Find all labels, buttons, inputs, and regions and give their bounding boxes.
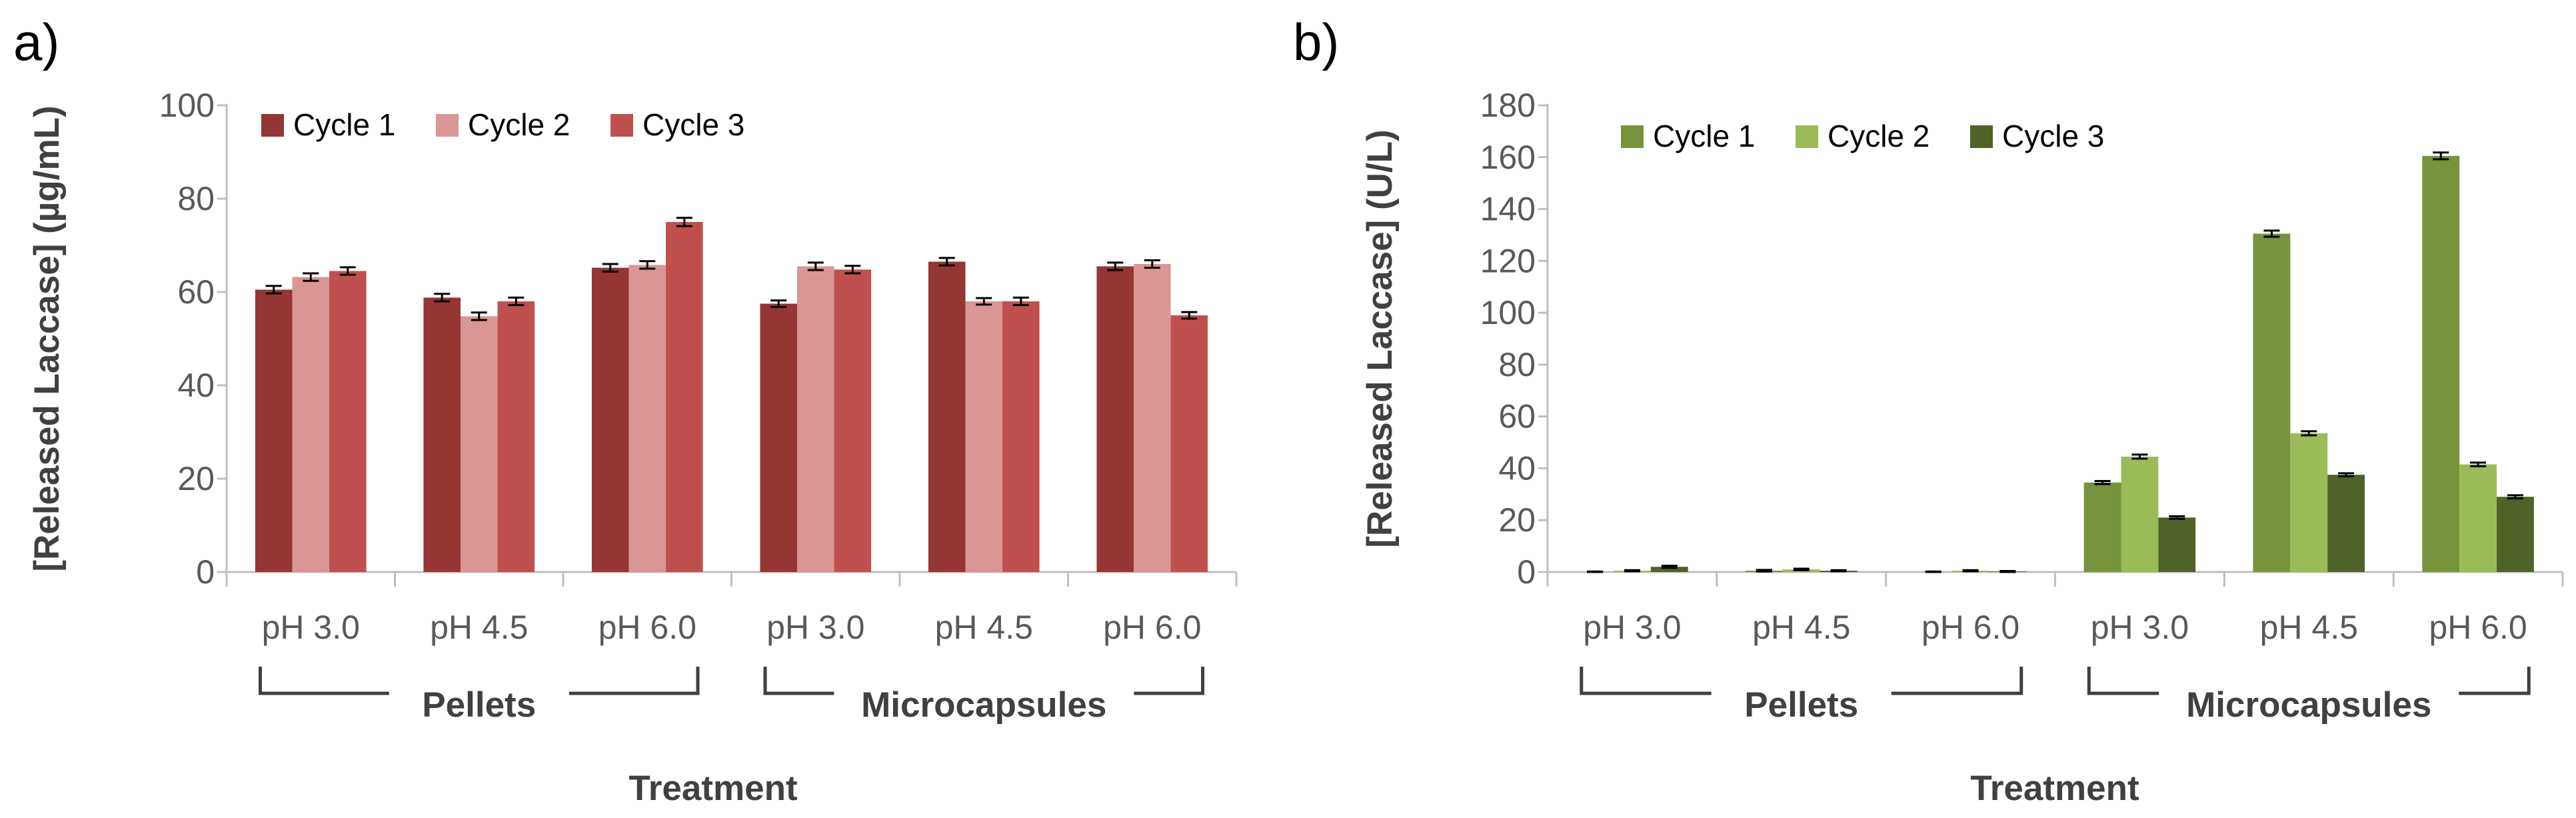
group-bracket-left <box>259 667 389 695</box>
panel-a: a) 0 20 40 60 80 100 pH 3.0 pH 4.5 pH 6.0 pH 3.0 pH… <box>13 13 1238 808</box>
legend: Cycle 1 Cycle 2 Cycle 3 <box>261 107 744 142</box>
bar <box>1002 301 1040 572</box>
group-label: Pellets <box>1744 685 1858 725</box>
legend-label: Cycle 3 <box>643 107 744 142</box>
panel-label: a) <box>13 13 59 71</box>
y-tick-label: 0 <box>1517 553 1536 591</box>
y-tick-label: 20 <box>177 460 215 497</box>
y-tick-label: 80 <box>177 180 215 217</box>
legend-label: Cycle 1 <box>1653 119 1755 153</box>
group-bracket-right <box>2459 667 2531 695</box>
bar <box>666 222 703 572</box>
legend-label: Cycle 1 <box>293 107 395 142</box>
bar <box>1170 315 1208 572</box>
x-tick-label: pH 6.0 <box>1103 609 1201 646</box>
x-tick-label: pH 4.5 <box>935 609 1033 646</box>
group-bracket-left <box>1580 667 1712 695</box>
y-tick-label: 140 <box>1480 191 1536 228</box>
legend-swatch <box>611 114 633 137</box>
legend-swatch <box>436 114 459 137</box>
bar <box>2497 497 2534 572</box>
x-tick-label: pH 4.5 <box>430 609 528 646</box>
legend-label: Cycle 3 <box>2002 119 2104 153</box>
x-tick-label: pH 6.0 <box>599 609 696 646</box>
legend-swatch <box>1970 125 1993 148</box>
y-tick-label: 100 <box>159 87 215 124</box>
x-tick-label: pH 6.0 <box>1922 609 2019 646</box>
panel-label: b) <box>1293 13 1339 71</box>
bar <box>292 277 330 572</box>
bar <box>329 271 367 572</box>
x-tick-label: pH 3.0 <box>1583 609 1681 646</box>
y-tick-label: 60 <box>1498 398 1536 435</box>
y-tick-label: 120 <box>1480 242 1536 279</box>
bar <box>423 297 461 572</box>
y-tick-label: 20 <box>1498 501 1536 539</box>
bar <box>965 301 1003 572</box>
panel-b: b) 0 20 40 60 80 100 120 140 160 180 pH 3.0 pH 4.5 pH… <box>1293 13 2564 808</box>
x-tick-label: pH 3.0 <box>262 609 360 646</box>
legend-swatch <box>1796 125 1818 148</box>
bar <box>1133 264 1171 572</box>
group-label: Microcapsules <box>861 685 1106 725</box>
group-label: Microcapsules <box>2186 685 2431 725</box>
legend: Cycle 1 Cycle 2 Cycle 3 <box>1621 119 2104 153</box>
y-axis-title: [Released Laccase] (U/L) <box>1360 129 1400 547</box>
legend-label: Cycle 2 <box>1828 119 1930 153</box>
y-tick-label: 0 <box>196 553 215 591</box>
y-tick-label: 80 <box>1498 346 1536 383</box>
bar <box>2083 482 2121 572</box>
group-bracket-left <box>2087 667 2159 695</box>
legend-label: Cycle 2 <box>468 107 570 142</box>
bar <box>2121 456 2159 572</box>
x-tick-label: pH 6.0 <box>2429 609 2527 646</box>
y-tick-label: 180 <box>1480 87 1536 124</box>
bar <box>1096 266 1134 572</box>
bar <box>2290 433 2328 572</box>
bar <box>629 265 666 572</box>
x-tick-label: pH 4.5 <box>2260 609 2358 646</box>
y-tick-label: 40 <box>177 367 215 404</box>
y-axis-title: [Released Laccase] (µg/mL) <box>27 105 67 571</box>
y-tick-label: 40 <box>1498 449 1536 487</box>
bar <box>255 289 293 572</box>
group-bracket-right <box>1134 667 1204 695</box>
bar <box>460 316 498 572</box>
bar <box>928 261 966 572</box>
group-bracket-left <box>763 667 834 695</box>
x-tick-label: pH 4.5 <box>1752 609 1850 646</box>
x-axis-title: Treatment <box>1970 769 2139 808</box>
group-bracket-right <box>569 667 700 695</box>
bar <box>2422 155 2460 573</box>
x-tick-label: pH 3.0 <box>2091 609 2189 646</box>
x-tick-label: pH 3.0 <box>766 609 864 646</box>
group-label: Pellets <box>422 685 536 725</box>
bar <box>2253 233 2291 572</box>
y-tick-label: 60 <box>177 273 215 311</box>
legend-swatch <box>261 114 284 137</box>
bar <box>2327 475 2365 572</box>
bar <box>1650 567 1688 572</box>
y-tick-label: 100 <box>1480 294 1536 331</box>
x-axis-title: Treatment <box>629 769 797 808</box>
bar <box>2459 464 2497 572</box>
legend-swatch <box>1621 125 1644 148</box>
y-tick-label: 160 <box>1480 139 1536 176</box>
bar <box>760 303 797 572</box>
bar <box>2158 517 2196 572</box>
bar <box>497 301 535 572</box>
group-bracket-right <box>1891 667 2023 695</box>
bar <box>834 269 872 572</box>
bar <box>591 267 629 572</box>
bar <box>796 266 834 572</box>
